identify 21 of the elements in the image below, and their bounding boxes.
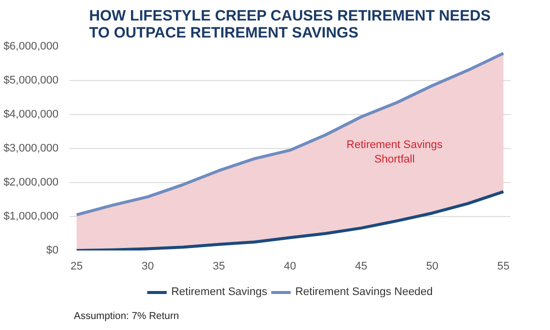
x-tick-label: 25 [70, 260, 83, 272]
y-tick-label: $6,000,000 [3, 40, 59, 52]
x-tick-label: 45 [355, 260, 368, 272]
x-tick-label: 55 [497, 260, 510, 272]
line-series [75, 190, 505, 250]
y-tick-label: $1,000,000 [3, 210, 59, 222]
y-tick-label: $0 [46, 244, 59, 256]
legend-label: Retirement Savings Needed [295, 286, 433, 298]
legend-label: Retirement Savings [171, 286, 268, 298]
annotation: Retirement Savings Shortfall [346, 139, 443, 166]
y-tick-label: $3,000,000 [3, 142, 59, 154]
x-tick-label: 50 [426, 260, 438, 272]
x-tick-label: 30 [142, 260, 154, 272]
line-series [75, 52, 505, 216]
x-tick-label: 35 [212, 260, 226, 272]
y-tick-label: $4,000,000 [3, 108, 59, 120]
text: Assumption: 7% Return [74, 310, 179, 322]
y-tick-label: $5,000,000 [3, 74, 59, 86]
x-tick-label: 40 [284, 260, 296, 272]
chart-title: HOW LIFESTYLE CREEP CAUSES RETIREMENT NEEDS TO OUTPACE RETIREMENT SAVINGS [89, 8, 491, 42]
y-tick-label: $2,000,000 [3, 176, 59, 188]
